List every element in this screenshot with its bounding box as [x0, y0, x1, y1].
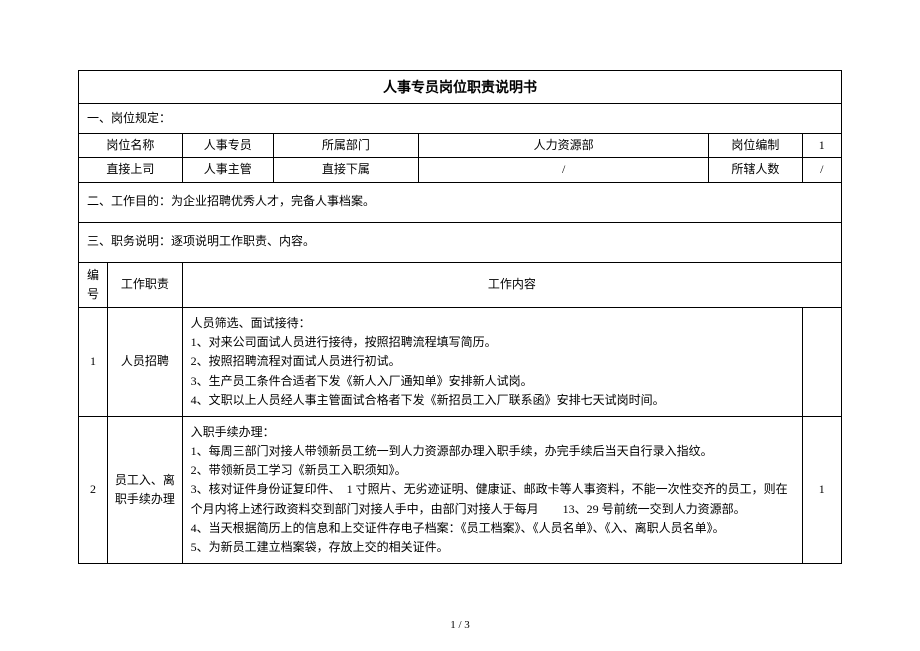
duty-2-extra: 1 — [802, 416, 841, 563]
value-subordinate: / — [418, 158, 708, 182]
duty-1-subtitle: 人员筛选、面试接待： — [191, 314, 794, 333]
duty-2-item-5: 5、为新员工建立档案袋，存放上交的相关证件。 — [191, 538, 794, 557]
duty-1-item-4: 4、文职以上人员经人事主管面试合格者下发《新招员工入厂联系函》安排七天试岗时间。 — [191, 391, 794, 410]
section1-header-row: 一、岗位规定： — [79, 104, 842, 134]
value-department: 人力资源部 — [418, 134, 708, 158]
label-headcount: 岗位编制 — [709, 134, 802, 158]
label-subordinate: 直接下属 — [273, 158, 418, 182]
duties-header-row: 编号 工作职责 工作内容 — [79, 262, 842, 307]
value-supervisor: 人事主管 — [182, 158, 273, 182]
duty-row-2: 2 员工入、离职手续办理 入职手续办理： 1、每周三部门对接人带领新员工统一到人… — [79, 416, 842, 563]
page-number: 1 / 3 — [0, 619, 920, 631]
section3-text: 三、职务说明：逐项说明工作职责、内容。 — [79, 222, 842, 262]
header-duty: 工作职责 — [108, 262, 183, 307]
duty-row-1: 1 人员招聘 人员筛选、面试接待： 1、对来公司面试人员进行接待，按照招聘流程填… — [79, 307, 842, 416]
main-table: 一、岗位规定： 岗位名称 人事专员 所属部门 人力资源部 岗位编制 1 直接上司… — [78, 103, 842, 564]
section3-row: 三、职务说明：逐项说明工作职责、内容。 — [79, 222, 842, 262]
duty-2-name: 员工入、离职手续办理 — [108, 416, 183, 563]
duty-2-item-2: 2、带领新员工学习《新员工入职须知》。 — [191, 461, 794, 480]
label-department: 所属部门 — [273, 134, 418, 158]
document-title: 人事专员岗位职责说明书 — [78, 70, 842, 103]
label-staff-count: 所辖人数 — [709, 158, 802, 182]
duty-1-num: 1 — [79, 307, 108, 416]
label-position-name: 岗位名称 — [79, 134, 183, 158]
duty-1-name: 人员招聘 — [108, 307, 183, 416]
duty-2-item-1: 1、每周三部门对接人带领新员工统一到人力资源部办理入职手续，办完手续后当天自行录… — [191, 442, 794, 461]
info-row-2: 直接上司 人事主管 直接下属 / 所辖人数 / — [79, 158, 842, 182]
duty-1-item-3: 3、生产员工条件合适者下发《新人入厂通知单》安排新人试岗。 — [191, 372, 794, 391]
duty-1-item-2: 2、按照招聘流程对面试人员进行初试。 — [191, 352, 794, 371]
section2-text: 二、工作目的：为企业招聘优秀人才，完备人事档案。 — [79, 182, 842, 222]
value-position-name: 人事专员 — [182, 134, 273, 158]
value-staff-count: / — [802, 158, 841, 182]
duty-1-item-1: 1、对来公司面试人员进行接待，按照招聘流程填写简历。 — [191, 333, 794, 352]
section1-header: 一、岗位规定： — [79, 104, 842, 134]
info-row-1: 岗位名称 人事专员 所属部门 人力资源部 岗位编制 1 — [79, 134, 842, 158]
duty-2-item-4: 4、当天根据简历上的信息和上交证件存电子档案：《员工档案》、《人员名单》、《入、… — [191, 519, 794, 538]
duty-2-item-3: 3、核对证件身份证复印件、 1 寸照片、无劣迹证明、健康证、邮政卡等人事资料，不… — [191, 480, 794, 518]
duty-2-content: 入职手续办理： 1、每周三部门对接人带领新员工统一到人力资源部办理入职手续，办完… — [182, 416, 802, 563]
value-headcount: 1 — [802, 134, 841, 158]
duty-1-extra — [802, 307, 841, 416]
duty-2-num: 2 — [79, 416, 108, 563]
header-num: 编号 — [79, 262, 108, 307]
duty-2-subtitle: 入职手续办理： — [191, 423, 794, 442]
header-content: 工作内容 — [182, 262, 841, 307]
section2-row: 二、工作目的：为企业招聘优秀人才，完备人事档案。 — [79, 182, 842, 222]
duty-1-content: 人员筛选、面试接待： 1、对来公司面试人员进行接待，按照招聘流程填写简历。 2、… — [182, 307, 802, 416]
label-supervisor: 直接上司 — [79, 158, 183, 182]
